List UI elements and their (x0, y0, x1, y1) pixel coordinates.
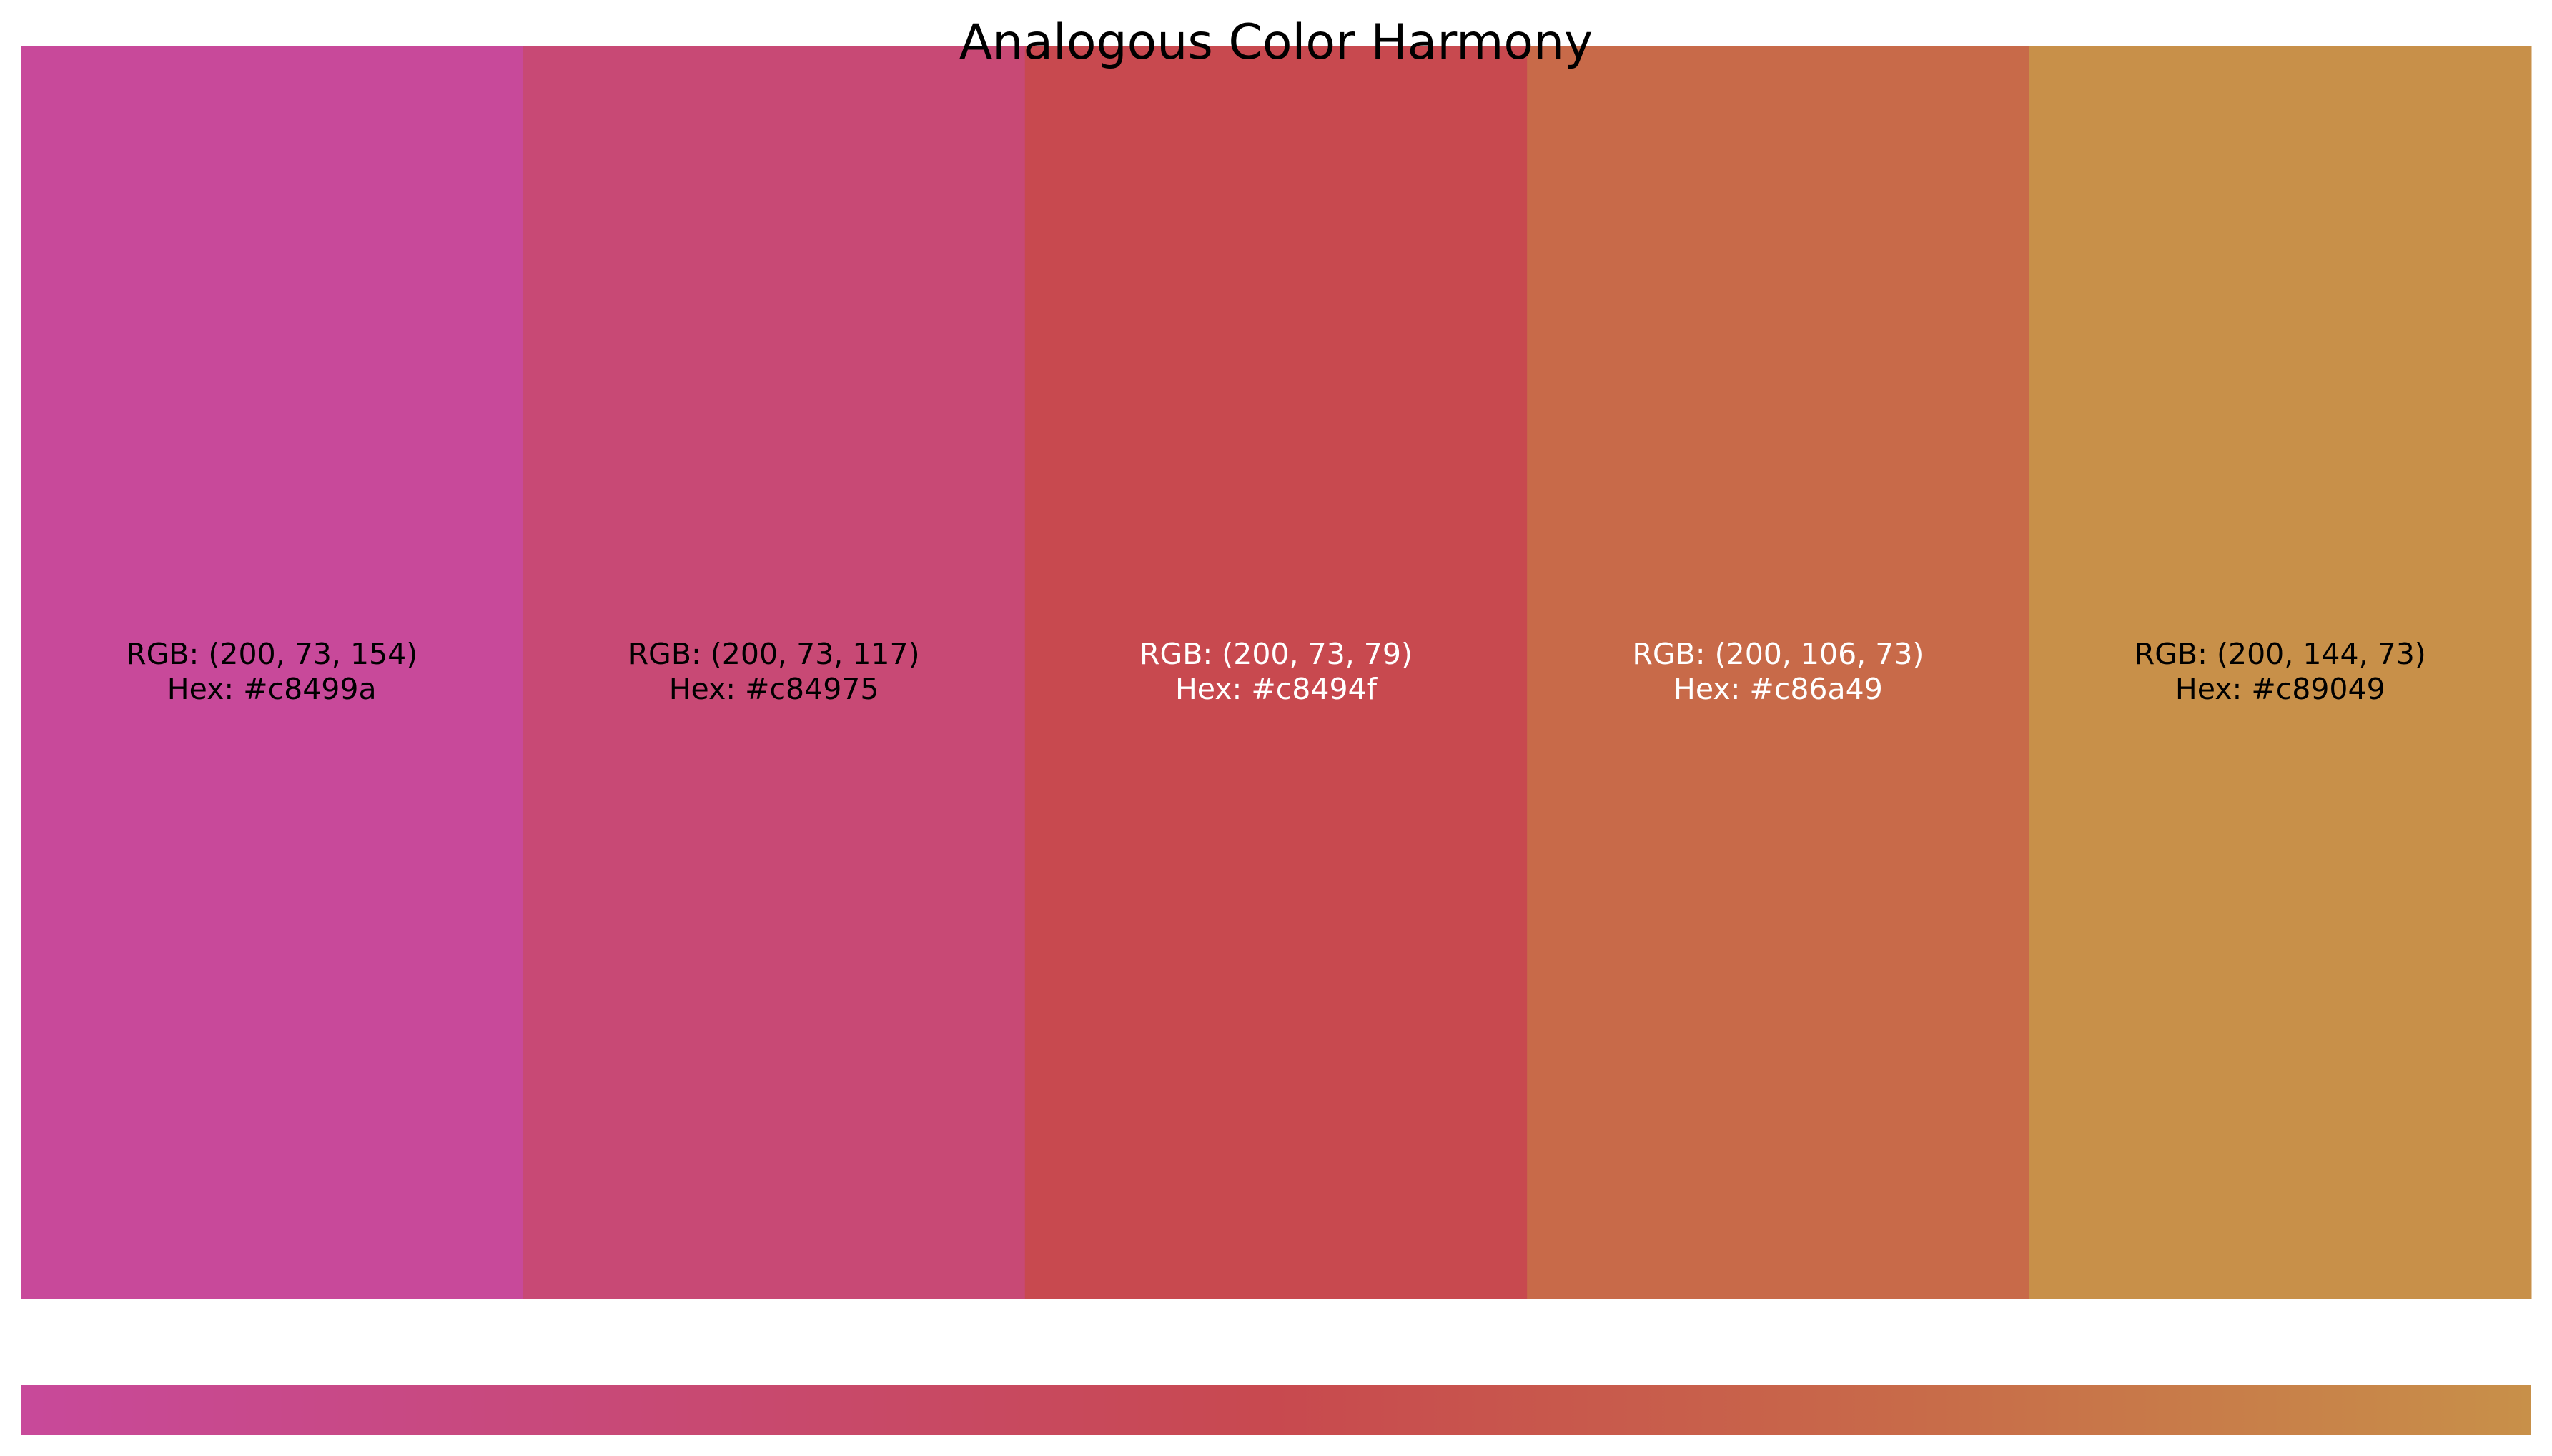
swatch-hex-label: Hex: #c8494f (1175, 672, 1378, 706)
swatch-rect (1024, 46, 1528, 1299)
swatch-rect (21, 46, 523, 1299)
color-swatch: RGB: (200, 106, 73)Hex: #c86a49 (1527, 46, 2030, 1299)
swatch-rgb-label: RGB: (200, 73, 154) (126, 637, 417, 671)
chart-title: Analogous Color Harmony (959, 14, 1593, 71)
color-swatch: RGB: (200, 73, 79)Hex: #c8494f (1024, 46, 1528, 1299)
swatch-hex-label: Hex: #c86a49 (1673, 672, 1883, 706)
swatch-rect (1527, 46, 2030, 1299)
color-swatch: RGB: (200, 73, 117)Hex: #c84975 (523, 46, 1026, 1299)
swatch-hex-label: Hex: #c8499a (167, 672, 377, 706)
swatch-rgb-label: RGB: (200, 106, 73) (1632, 637, 1924, 671)
color-swatch: RGB: (200, 144, 73)Hex: #c89049 (2029, 46, 2532, 1299)
swatch-hex-label: Hex: #c84975 (669, 672, 879, 706)
swatch-rgb-label: RGB: (200, 73, 79) (1139, 637, 1413, 671)
color-swatch: RGB: (200, 73, 154)Hex: #c8499a (21, 46, 523, 1299)
swatch-rgb-label: RGB: (200, 144, 73) (2135, 637, 2426, 671)
swatch-rgb-label: RGB: (200, 73, 117) (628, 637, 920, 671)
swatch-rect (2029, 46, 2532, 1299)
gradient-bar (21, 1385, 2531, 1435)
swatch-rect (523, 46, 1026, 1299)
swatch-hex-label: Hex: #c89049 (2175, 672, 2385, 706)
